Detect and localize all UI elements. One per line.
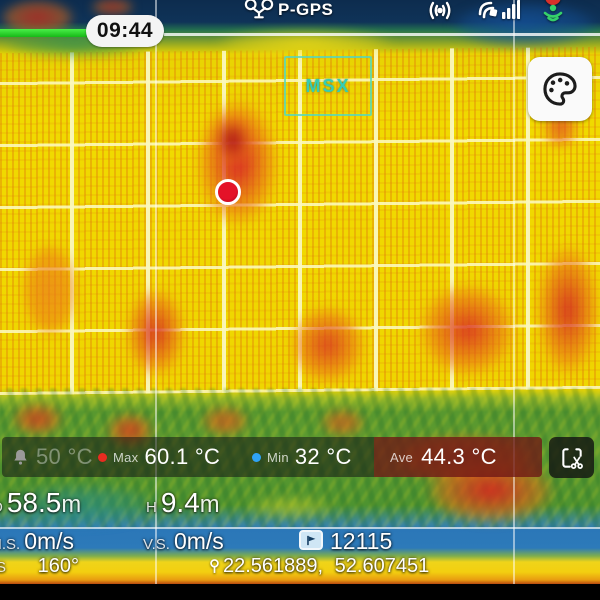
- warm-zone-blob: [190, 26, 420, 60]
- temperature-spot-marker[interactable]: [215, 179, 241, 205]
- gps-pin-icon: [210, 559, 219, 573]
- msx-label: MSX: [305, 75, 351, 96]
- temp-min-section: Min 32 °C: [252, 437, 374, 477]
- hotspot-blob: [315, 405, 370, 440]
- camera-gridline-horizontal: [0, 527, 600, 529]
- hotspot-blob: [405, 270, 530, 390]
- hotspot-blob: [195, 402, 255, 440]
- thermal-palette-button[interactable]: [528, 57, 592, 121]
- hotspot-blob: [15, 230, 85, 350]
- rc-status-icon[interactable]: [536, 0, 570, 27]
- photo-flag-icon: [299, 530, 323, 550]
- flight-timer[interactable]: 09:44: [86, 15, 164, 47]
- flight-timer-value: 09:44: [96, 19, 154, 42]
- hotspot-blob: [5, 398, 70, 440]
- avg-temp-label: Ave: [390, 449, 414, 465]
- vertical-speed-readout: V.S. 0m/s: [143, 528, 224, 555]
- distance-value: 58.5: [6, 487, 62, 518]
- flight-mode-label[interactable]: P-GPS: [278, 0, 334, 19]
- cool-zone-blob: [0, 478, 180, 533]
- max-temp-label: Max: [113, 449, 139, 465]
- max-temp-dot-icon: [98, 452, 107, 462]
- hotspot-blob: [280, 295, 375, 395]
- min-temp-dot-icon: [252, 452, 261, 462]
- horizontal-speed-readout: H.S.0m/s: [0, 528, 74, 555]
- distance-unit: m: [61, 491, 82, 518]
- record-progress-bar: [0, 29, 88, 37]
- drone-icon: [244, 0, 274, 19]
- area-measure-button[interactable]: [549, 437, 594, 478]
- latitude-value: 22.561889,: [223, 555, 324, 577]
- photo-counter-value: 12115: [330, 528, 393, 554]
- vertical-speed-label: V.S.: [143, 536, 170, 553]
- avg-temp-value: 44.3 °C: [421, 444, 497, 469]
- temp-avg-section: Ave 44.3 °C: [374, 437, 542, 477]
- alarm-bell-icon: [14, 449, 27, 465]
- height-value: 9.4: [160, 487, 200, 518]
- temp-max-section: Max 60.1 °C: [98, 437, 252, 477]
- height-label: H: [146, 499, 157, 516]
- heading-readout: S 160°: [0, 555, 79, 578]
- msx-mode-frame: MSX: [284, 56, 372, 116]
- distance-readout: D58.5m: [0, 487, 81, 519]
- horizontal-speed-label: H.S.: [0, 536, 21, 553]
- temperature-measure-bar: 50 °C Max 60.1 °C Min 32 °C Ave 44.3 °C: [2, 437, 542, 477]
- warm-zone-blob: [230, 492, 350, 522]
- temp-alarm-value: 50 °C: [36, 444, 93, 469]
- distance-label: D: [0, 499, 3, 516]
- transmission-signal-icon[interactable]: [476, 0, 520, 23]
- record-progress-track: [164, 33, 600, 36]
- horizontal-speed-value: 0m/s: [24, 528, 75, 554]
- photo-counter: 12115: [330, 528, 392, 555]
- vertical-speed-value: 0m/s: [173, 528, 224, 554]
- palette-icon: [543, 72, 577, 106]
- longitude-value: 52.607451: [334, 555, 430, 577]
- letterbox-bar: [0, 584, 600, 600]
- height-unit: m: [199, 491, 220, 518]
- min-temp-label: Min: [267, 449, 289, 465]
- heading-value: 160°: [37, 555, 79, 577]
- camera-gridline-vertical: [155, 0, 157, 584]
- temp-alarm-section: 50 °C: [2, 437, 98, 477]
- hotspot-blob: [205, 105, 260, 175]
- rc-signal-icon[interactable]: [422, 0, 458, 23]
- max-temp-value: 60.1 °C: [144, 444, 221, 469]
- hotspot-blob: [85, 0, 140, 18]
- height-readout: H 9.4m: [146, 487, 220, 519]
- min-temp-value: 32 °C: [294, 444, 352, 469]
- coordinates-readout: 22.561889, 52.607451: [208, 555, 429, 578]
- camera-gridline-vertical: [513, 0, 515, 584]
- heading-label: S: [0, 559, 7, 576]
- screenshot-crop-icon: [561, 447, 583, 469]
- hotspot-blob: [528, 225, 600, 395]
- status-bar: P-GPS: [0, 0, 600, 28]
